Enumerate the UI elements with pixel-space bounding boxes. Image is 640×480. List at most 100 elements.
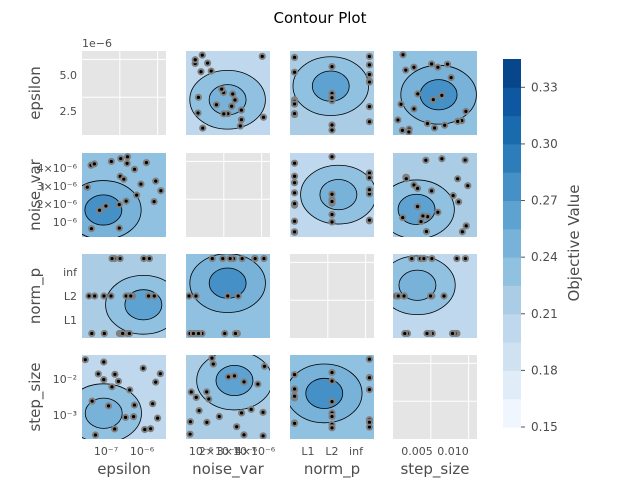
colorbar-tick-label: 0.30 [531, 137, 558, 151]
x-axis-label-step_size: step_size [400, 460, 469, 479]
contour-fill-level [216, 365, 253, 396]
x-tick-label: 0.005 [401, 445, 433, 458]
x-tick-label: 4×10⁻⁶ [235, 445, 276, 458]
gap [0, 135, 500, 153]
trial-point-center [401, 215, 405, 220]
trial-point-center [194, 395, 198, 400]
y-tick-label: L1 [64, 314, 77, 327]
trial-point-center [292, 174, 297, 178]
trial-point-center [261, 410, 265, 414]
trial-point-center [330, 155, 334, 159]
panel-noise_var-vs-step_size [378, 153, 477, 240]
x-tick-label: 10⁻⁶ [130, 445, 155, 458]
trial-point-center [419, 219, 423, 224]
colorbar-band [503, 398, 521, 428]
trial-point-center [431, 98, 435, 102]
panel-noise_var-vs-norm_p [290, 153, 377, 237]
trial-point-center [330, 96, 334, 100]
trial-point-center [142, 256, 146, 261]
trial-point-center [402, 294, 406, 298]
trial-point-center [429, 62, 434, 66]
y-tick-label: 10⁻⁶ [53, 216, 78, 229]
trial-point-center [188, 420, 193, 424]
trial-point-center [116, 379, 121, 383]
trial-point-center [102, 331, 106, 336]
trial-point-center [456, 177, 460, 181]
x-tick-label: 10⁻⁷ [94, 445, 118, 458]
trial-point-center [330, 400, 334, 404]
trial-point-center [367, 376, 372, 380]
trial-point-center [239, 118, 244, 122]
x-axis-label-epsilon: epsilon [97, 460, 151, 478]
trial-point-center [144, 161, 149, 165]
colorbar-band [503, 285, 521, 315]
panel-norm_p-vs-norm_p [290, 254, 374, 338]
colorbar-band [503, 143, 521, 173]
trial-point-center [235, 425, 239, 429]
panel-step_size-vs-noise_var [186, 350, 273, 440]
contour-line [319, 179, 358, 211]
trial-point-center [135, 193, 139, 197]
trial-point-center [189, 390, 193, 394]
trial-point-center [217, 414, 221, 419]
trial-point-center [464, 224, 468, 228]
trial-point-center [415, 186, 420, 190]
trial-point-center [122, 177, 126, 181]
trial-point-center [110, 256, 114, 261]
contour-fill-level [312, 70, 350, 102]
y-axis-label-norm_p: norm_p [26, 268, 45, 324]
trial-point-center [367, 120, 372, 124]
trial-point-center [238, 124, 242, 128]
trial-point-center [428, 294, 433, 298]
x-tick-label: 3×10⁻⁶ [217, 445, 258, 458]
trial-point-center [92, 162, 96, 166]
trial-point-center [262, 256, 266, 261]
trial-point-center [436, 65, 440, 69]
trial-point-center [233, 98, 237, 102]
trial-point-center [222, 112, 226, 116]
trial-point-center [125, 161, 129, 165]
colorbar-tick-label: 0.15 [531, 420, 558, 434]
x-tick-label: L1 [301, 445, 314, 458]
trial-point-center [367, 188, 372, 192]
trial-point-center [199, 70, 203, 74]
colorbar-tick-label: 0.33 [531, 80, 558, 94]
x-tick-label: inf [349, 445, 364, 458]
trial-point-center [456, 119, 460, 123]
trial-point-center [401, 53, 405, 57]
trial-point-center [412, 107, 416, 111]
trial-point-center [367, 357, 372, 361]
trial-point-center [466, 184, 470, 188]
trial-point-center [422, 256, 426, 261]
trial-point-center [109, 159, 113, 164]
trial-point-center [330, 192, 334, 196]
trial-point-center [109, 294, 113, 298]
trial-point-center [330, 212, 334, 217]
y-axis-label-noise_var: noise_var [26, 158, 45, 230]
trial-point-center [330, 91, 334, 95]
trial-point-center [443, 123, 447, 127]
trial-point-center [442, 294, 446, 298]
axis-offset-label: 1e−6 [82, 37, 112, 50]
x-tick-label: 0.010 [437, 445, 469, 458]
panel-noise_var-vs-epsilon [65, 153, 166, 240]
trial-point-center [403, 331, 407, 336]
trial-point-center [367, 387, 372, 392]
trial-point-center [292, 372, 297, 377]
contour-line [292, 56, 369, 116]
trial-point-center [93, 433, 98, 437]
panel-step_size-vs-epsilon [65, 355, 166, 444]
trial-point-center [146, 294, 151, 298]
trial-point-center [187, 294, 191, 298]
trial-point-center [367, 54, 372, 59]
trial-point-center [330, 123, 334, 127]
trial-point-center [292, 219, 297, 223]
trial-point-center [404, 177, 408, 181]
trial-point-center [158, 372, 162, 376]
contour-line [189, 69, 266, 130]
trial-point-center [239, 108, 244, 112]
gap [0, 338, 500, 355]
x-tick-label: 2×10⁻⁶ [199, 445, 240, 458]
trial-point-center [292, 55, 297, 59]
